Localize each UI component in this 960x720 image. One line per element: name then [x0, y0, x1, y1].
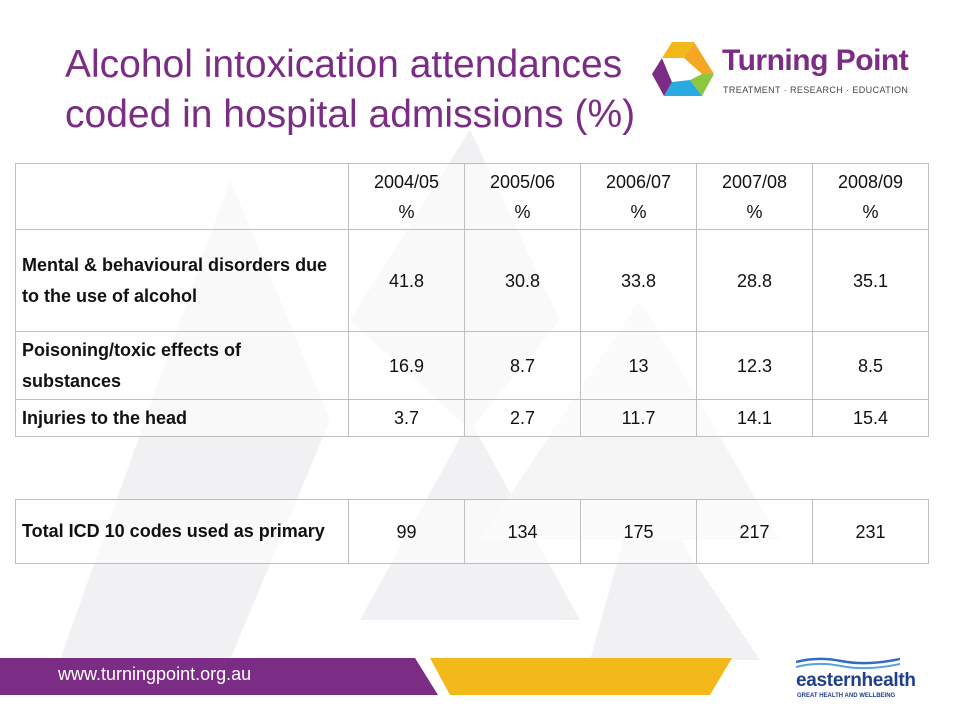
table-cell: 12.3	[696, 331, 813, 400]
eastern-health-logo: easternhealth GREAT HEALTH AND WELLBEING	[796, 656, 916, 706]
table-cell: 30.8	[464, 229, 581, 332]
table-row: Mental & behavioural disorders due to th…	[15, 229, 929, 332]
table-cell: 28.8	[696, 229, 813, 332]
column-header: 2007/08%	[696, 163, 813, 230]
attendances-table: 2004/05% 2005/06% 2006/07% 2007/08% 2008…	[15, 163, 929, 437]
corner-cell	[15, 163, 349, 230]
title-line-1: Alcohol intoxication attendances	[65, 43, 623, 86]
table-cell: 217	[696, 499, 813, 564]
footer-website-link[interactable]: www.turningpoint.org.au	[58, 664, 252, 684]
table-cell: 175	[580, 499, 697, 564]
row-label: Mental & behavioural disorders due to th…	[15, 229, 349, 332]
row-label: Poisoning/toxic effects of substances	[15, 331, 349, 400]
table-row: Poisoning/toxic effects of substances 16…	[15, 331, 929, 400]
eastern-health-tagline: GREAT HEALTH AND WELLBEING	[797, 693, 896, 699]
logo-name: Turning Point	[722, 44, 909, 77]
title-line-2: coded in hospital admissions (%)	[65, 93, 636, 136]
table-cell: 2.7	[464, 399, 581, 437]
table-cell: 134	[464, 499, 581, 564]
row-label: Injuries to the head	[15, 399, 349, 437]
table-cell: 3.7	[348, 399, 465, 437]
footer-purple-band	[0, 658, 438, 695]
table-cell: 41.8	[348, 229, 465, 332]
total-codes-table: Total ICD 10 codes used as primary 99 13…	[15, 499, 929, 564]
logo-tagline: TREATMENT · RESEARCH · EDUCATION	[723, 85, 909, 95]
turning-point-logo: Turning Point TREATMENT · RESEARCH · EDU…	[650, 38, 910, 100]
table-cell: 16.9	[348, 331, 465, 400]
table-cell: 11.7	[580, 399, 697, 437]
column-header: 2008/09%	[812, 163, 929, 230]
row-label: Total ICD 10 codes used as primary	[15, 499, 349, 564]
table-cell: 13	[580, 331, 697, 400]
table-header-row: 2004/05% 2005/06% 2006/07% 2007/08% 2008…	[15, 163, 929, 230]
footer-bar	[0, 658, 732, 695]
column-header: 2004/05%	[348, 163, 465, 230]
table-cell: 99	[348, 499, 465, 564]
column-header: 2006/07%	[580, 163, 697, 230]
table-cell: 15.4	[812, 399, 929, 437]
eastern-health-wave-icon	[796, 657, 900, 670]
table-cell: 35.1	[812, 229, 929, 332]
table-cell: 14.1	[696, 399, 813, 437]
table-row: Total ICD 10 codes used as primary 99 13…	[15, 499, 929, 564]
table-cell: 8.7	[464, 331, 581, 400]
table-row: Injuries to the head 3.7 2.7 11.7 14.1 1…	[15, 399, 929, 437]
column-header: 2005/06%	[464, 163, 581, 230]
table-cell: 33.8	[580, 229, 697, 332]
table-cell: 231	[812, 499, 929, 564]
footer-yellow-band	[430, 658, 732, 695]
page-title: Alcohol intoxication attendances coded i…	[65, 40, 665, 140]
table-cell: 8.5	[812, 331, 929, 400]
eastern-health-name: easternhealth	[796, 670, 916, 691]
turning-point-triangle-icon	[652, 42, 714, 96]
